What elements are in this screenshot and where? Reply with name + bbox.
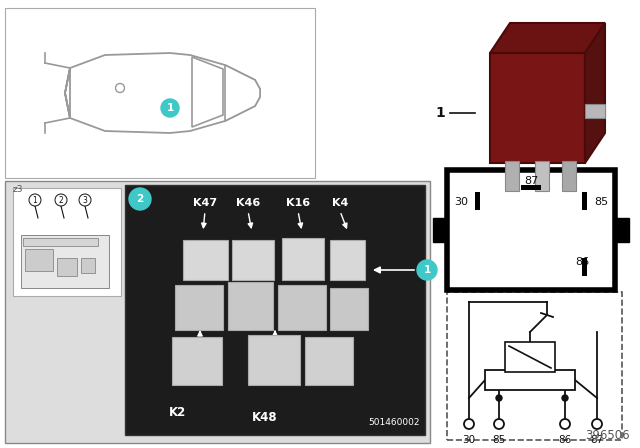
Bar <box>81 258 95 273</box>
Bar <box>585 104 605 118</box>
Circle shape <box>115 83 125 92</box>
Text: 87: 87 <box>524 176 538 186</box>
Bar <box>535 161 549 191</box>
Bar <box>433 218 447 242</box>
Circle shape <box>417 260 437 280</box>
Bar <box>505 342 555 372</box>
Text: 87: 87 <box>590 435 604 445</box>
Bar <box>23 238 98 246</box>
Text: 86: 86 <box>575 257 589 267</box>
Bar <box>5 181 430 443</box>
Text: K48: K48 <box>252 410 278 423</box>
Bar <box>57 258 77 276</box>
Bar <box>21 235 109 288</box>
Text: 501460002: 501460002 <box>369 418 420 427</box>
Bar <box>228 282 273 330</box>
Text: K4: K4 <box>332 198 348 208</box>
Bar <box>305 337 353 385</box>
Text: K16: K16 <box>286 198 310 208</box>
Bar <box>562 161 576 191</box>
Text: 86: 86 <box>558 435 572 445</box>
Bar <box>521 185 541 190</box>
Polygon shape <box>225 65 260 121</box>
Bar <box>248 335 300 385</box>
Bar <box>13 188 121 296</box>
Circle shape <box>464 419 474 429</box>
Bar <box>485 370 575 390</box>
Text: 1: 1 <box>435 106 445 120</box>
Bar <box>615 218 629 242</box>
Text: 1: 1 <box>166 103 173 113</box>
Text: K46: K46 <box>236 198 260 208</box>
Bar <box>330 240 365 280</box>
Circle shape <box>79 194 91 206</box>
Text: 1: 1 <box>424 265 431 275</box>
Polygon shape <box>490 53 585 163</box>
Circle shape <box>494 419 504 429</box>
Bar <box>447 292 622 440</box>
Text: 396506: 396506 <box>586 429 630 442</box>
Text: 85: 85 <box>594 197 608 207</box>
Polygon shape <box>65 53 260 133</box>
Bar <box>232 240 274 280</box>
Bar <box>582 258 587 276</box>
Bar <box>172 337 222 385</box>
Text: 30: 30 <box>454 197 468 207</box>
Circle shape <box>55 194 67 206</box>
Polygon shape <box>490 23 605 53</box>
Bar <box>582 192 587 210</box>
Text: 30: 30 <box>463 435 476 445</box>
Circle shape <box>592 419 602 429</box>
Bar <box>183 240 228 280</box>
Text: 85: 85 <box>492 435 506 445</box>
Bar <box>125 185 425 435</box>
Circle shape <box>29 194 41 206</box>
Bar <box>175 285 223 330</box>
Bar <box>330 288 368 330</box>
Bar <box>25 249 53 271</box>
Text: 3: 3 <box>83 195 88 204</box>
Polygon shape <box>192 57 223 127</box>
Text: 2: 2 <box>136 194 143 204</box>
Bar <box>5 8 315 178</box>
Text: 2: 2 <box>59 195 63 204</box>
Bar <box>505 161 519 191</box>
Text: K2: K2 <box>168 406 186 419</box>
Circle shape <box>129 188 151 210</box>
Text: z3: z3 <box>13 185 24 194</box>
Circle shape <box>562 395 568 401</box>
Text: 1: 1 <box>33 195 37 204</box>
Polygon shape <box>585 23 605 163</box>
Circle shape <box>496 395 502 401</box>
Circle shape <box>161 99 179 117</box>
Bar <box>475 192 480 210</box>
Text: K47: K47 <box>193 198 217 208</box>
Bar <box>447 170 615 290</box>
Bar <box>282 238 324 280</box>
Bar <box>278 285 326 330</box>
Circle shape <box>560 419 570 429</box>
